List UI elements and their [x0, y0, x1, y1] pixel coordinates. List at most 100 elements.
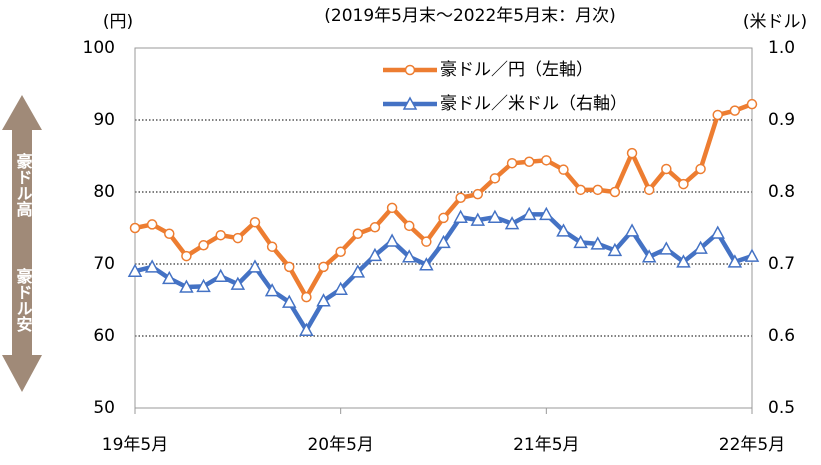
y2-tick-label: 0.5 — [768, 398, 795, 418]
point-marker — [230, 276, 246, 290]
point-marker — [575, 184, 586, 196]
point-marker — [181, 250, 192, 262]
point-marker — [232, 232, 244, 244]
point-marker — [213, 268, 228, 282]
point-marker — [403, 220, 415, 232]
point-marker — [590, 236, 606, 250]
x-tick-label: 20年5月 — [307, 435, 373, 455]
point-marker — [453, 209, 468, 223]
point-marker — [455, 192, 466, 204]
point-marker — [301, 291, 312, 303]
point-marker — [436, 234, 451, 249]
x-tick-label: 21年5月 — [513, 435, 579, 455]
point-marker — [470, 212, 486, 226]
annotation: 豪ドル安 — [14, 267, 33, 333]
point-marker — [284, 261, 295, 273]
point-marker — [556, 223, 571, 237]
y-tick-label: 60 — [93, 326, 115, 346]
point-marker — [196, 278, 211, 293]
point-marker — [643, 184, 655, 196]
legend-marker — [402, 96, 418, 110]
direction-arrow — [2, 95, 42, 392]
point-marker — [624, 223, 640, 237]
point-marker — [421, 236, 432, 247]
point-marker — [472, 188, 484, 200]
series-line — [134, 102, 753, 300]
point-marker — [146, 219, 158, 230]
series-line — [134, 212, 753, 333]
point-marker — [712, 109, 723, 121]
point-marker — [266, 241, 278, 252]
y2-axis-label: (米ドル) — [743, 12, 807, 32]
point-marker — [162, 270, 177, 285]
legend-label: 豪ドル／円（左軸） — [440, 59, 593, 80]
point-marker — [316, 293, 331, 307]
point-marker — [558, 164, 569, 175]
point-marker — [333, 281, 348, 295]
point-marker — [144, 259, 160, 273]
point-marker — [609, 186, 621, 198]
point-marker — [247, 259, 263, 273]
point-marker — [438, 212, 449, 224]
y-axis-label: (円) — [103, 12, 133, 32]
y-tick-label: 70 — [93, 254, 115, 274]
point-marker — [369, 222, 381, 233]
y2-tick-label: 0.7 — [768, 254, 795, 274]
point-marker — [504, 216, 520, 230]
y-tick-label: 80 — [93, 182, 115, 202]
y-tick-label: 50 — [93, 398, 115, 418]
point-marker — [352, 228, 364, 240]
point-marker — [521, 206, 537, 221]
point-marker — [164, 228, 175, 240]
point-marker — [641, 249, 657, 263]
point-marker — [626, 147, 638, 159]
point-marker — [350, 264, 366, 278]
point-marker — [489, 173, 501, 184]
x-tick-label: 19年5月 — [102, 435, 168, 455]
y2-tick-label: 0.9 — [768, 110, 795, 130]
point-marker — [487, 209, 503, 223]
point-marker — [384, 233, 400, 247]
legend-marker — [404, 64, 416, 76]
point-marker — [367, 247, 383, 262]
point-marker — [695, 163, 706, 175]
point-marker — [506, 157, 518, 169]
point-marker — [729, 105, 741, 116]
legend-label: 豪ドル／米ドル（右軸） — [440, 93, 627, 114]
point-marker — [281, 294, 297, 308]
point-marker — [659, 241, 674, 255]
y-tick-label: 100 — [83, 38, 115, 58]
annotation: 豪ドル高 — [14, 152, 33, 218]
point-marker — [249, 216, 261, 228]
point-marker — [744, 248, 760, 262]
point-marker — [693, 240, 708, 254]
point-marker — [419, 257, 434, 271]
point-marker — [727, 254, 743, 268]
point-marker — [607, 242, 623, 257]
y-tick-label: 90 — [93, 110, 115, 130]
point-marker — [661, 163, 672, 175]
point-marker — [318, 261, 329, 273]
point-marker — [299, 322, 314, 336]
y2-tick-label: 1.0 — [768, 38, 795, 58]
point-marker — [746, 98, 758, 110]
point-marker — [198, 240, 209, 251]
point-marker — [127, 263, 143, 277]
point-marker — [264, 283, 280, 297]
point-marker — [523, 156, 535, 168]
point-marker — [335, 246, 346, 258]
point-marker — [678, 178, 689, 190]
point-marker — [710, 225, 725, 239]
point-marker — [401, 249, 417, 263]
point-marker — [386, 202, 398, 214]
point-marker — [676, 254, 691, 268]
point-marker — [592, 184, 603, 196]
point-marker — [541, 155, 552, 166]
point-marker — [129, 222, 141, 234]
y2-tick-label: 0.6 — [768, 326, 795, 346]
point-marker — [179, 279, 194, 293]
x-tick-label: 22年5月 — [719, 435, 785, 455]
y2-tick-label: 0.8 — [768, 182, 795, 202]
point-marker — [573, 234, 588, 249]
